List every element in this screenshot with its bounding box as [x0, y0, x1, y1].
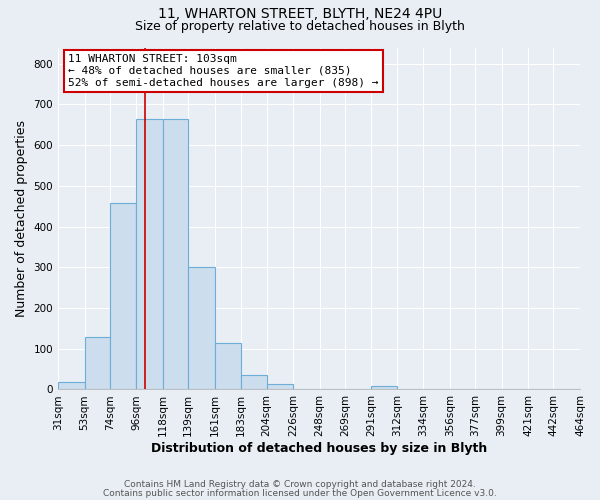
Bar	[110, 204, 136, 390]
Text: Contains public sector information licensed under the Open Government Licence v3: Contains public sector information licen…	[103, 488, 497, 498]
Bar	[58, 382, 85, 390]
Bar	[136, 118, 163, 390]
Text: Contains HM Land Registry data © Crown copyright and database right 2024.: Contains HM Land Registry data © Crown c…	[124, 480, 476, 489]
Bar	[215, 342, 241, 390]
Bar	[241, 375, 266, 390]
Bar	[163, 118, 188, 390]
Bar	[85, 338, 110, 390]
Text: 11 WHARTON STREET: 103sqm
← 48% of detached houses are smaller (835)
52% of semi: 11 WHARTON STREET: 103sqm ← 48% of detac…	[68, 54, 379, 88]
Text: 11, WHARTON STREET, BLYTH, NE24 4PU: 11, WHARTON STREET, BLYTH, NE24 4PU	[158, 8, 442, 22]
Bar	[266, 384, 293, 390]
Bar	[188, 268, 215, 390]
Text: Size of property relative to detached houses in Blyth: Size of property relative to detached ho…	[135, 20, 465, 33]
X-axis label: Distribution of detached houses by size in Blyth: Distribution of detached houses by size …	[151, 442, 487, 455]
Y-axis label: Number of detached properties: Number of detached properties	[15, 120, 28, 317]
Bar	[371, 386, 397, 390]
